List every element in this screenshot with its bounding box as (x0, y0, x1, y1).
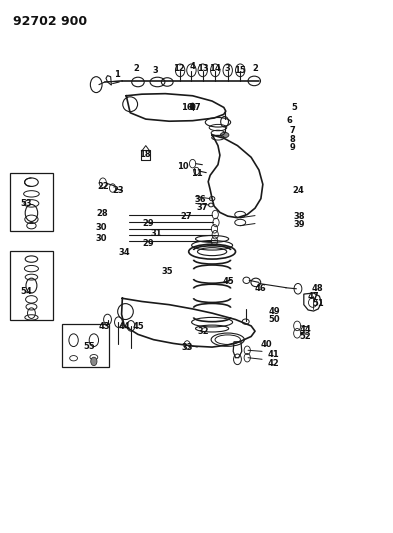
Text: 34: 34 (118, 248, 130, 257)
Text: 43: 43 (99, 322, 110, 332)
Text: 29: 29 (142, 239, 154, 248)
Text: 15: 15 (233, 66, 245, 75)
Text: 4: 4 (190, 62, 196, 71)
Text: 13: 13 (197, 64, 209, 73)
Text: 11: 11 (191, 168, 202, 177)
Text: 32: 32 (198, 327, 209, 336)
Text: 55: 55 (83, 342, 95, 351)
Text: 17: 17 (189, 103, 201, 112)
Text: 10: 10 (177, 163, 189, 171)
Text: 2: 2 (133, 64, 139, 73)
Text: 30: 30 (95, 234, 107, 243)
Text: 51: 51 (312, 299, 324, 308)
Text: 28: 28 (96, 209, 108, 218)
Text: 3: 3 (152, 66, 158, 75)
Text: 2: 2 (252, 64, 258, 73)
Text: 47: 47 (308, 292, 320, 301)
Ellipse shape (220, 132, 229, 138)
Text: 48: 48 (312, 284, 323, 293)
Text: 3: 3 (225, 64, 231, 73)
Text: 41: 41 (267, 350, 279, 359)
Text: 50: 50 (269, 315, 280, 324)
Text: 38: 38 (293, 212, 305, 221)
Text: 31: 31 (151, 229, 163, 238)
Text: 12: 12 (173, 64, 185, 73)
Text: 45: 45 (222, 277, 234, 286)
Text: 8: 8 (289, 135, 295, 144)
Text: 39: 39 (293, 220, 305, 229)
Text: 1: 1 (114, 70, 119, 79)
Text: 7: 7 (289, 126, 295, 135)
Circle shape (190, 103, 195, 110)
Text: 33: 33 (182, 343, 193, 352)
Text: 37: 37 (196, 203, 208, 212)
Text: 6: 6 (286, 116, 292, 125)
Text: 5: 5 (291, 103, 297, 112)
Bar (62, 324, 109, 367)
Text: 52: 52 (299, 332, 311, 341)
Text: 44: 44 (299, 325, 311, 334)
Text: 9: 9 (289, 143, 295, 152)
Text: 40: 40 (261, 341, 273, 350)
Text: 36: 36 (195, 195, 206, 204)
Text: 45: 45 (132, 322, 144, 332)
Text: 44: 44 (119, 322, 130, 332)
Text: 16: 16 (181, 103, 193, 112)
Text: 27: 27 (180, 212, 192, 221)
Text: 53: 53 (20, 199, 32, 208)
Text: 24: 24 (293, 185, 305, 195)
Text: 14: 14 (209, 64, 221, 73)
Text: 18: 18 (139, 150, 151, 159)
Circle shape (91, 357, 97, 366)
Bar (10, 173, 53, 231)
Text: 29: 29 (142, 219, 154, 228)
Text: 35: 35 (161, 267, 173, 276)
Text: 92702 900: 92702 900 (13, 14, 87, 28)
Text: 42: 42 (267, 359, 279, 367)
Text: 23: 23 (113, 186, 124, 195)
Text: 22: 22 (98, 182, 110, 191)
Text: 46: 46 (255, 284, 266, 293)
Text: 49: 49 (269, 306, 280, 316)
Text: 30: 30 (95, 223, 107, 232)
Bar (10, 251, 53, 319)
Text: 54: 54 (20, 287, 32, 296)
